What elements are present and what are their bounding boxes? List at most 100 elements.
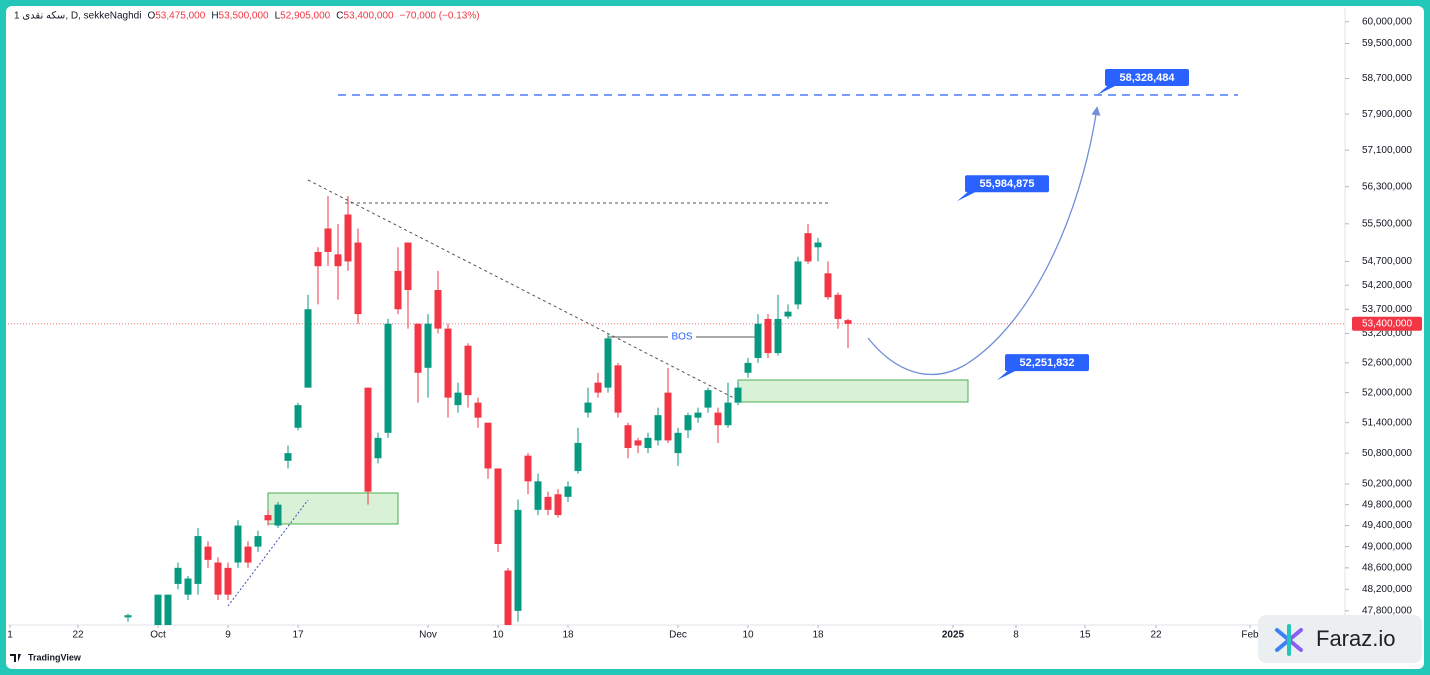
y-tick-label: 58,700,000	[1362, 73, 1412, 84]
watermark-icon	[1275, 624, 1303, 656]
last-price-box	[1352, 316, 1422, 331]
x-tick-label: 1	[7, 630, 13, 641]
candle-body	[174, 567, 182, 584]
y-tick-label: 49,400,000	[1362, 520, 1412, 531]
callout-box	[1005, 354, 1089, 372]
candle-body	[664, 392, 672, 441]
candle-body	[614, 365, 622, 413]
overlay: BOS سکه نقدی 1, D, sekkeNaghdi O 53,475,0…	[14, 11, 1189, 381]
candle-body	[844, 320, 852, 324]
y-tick-label: 49,800,000	[1362, 499, 1412, 510]
candle-body	[624, 425, 632, 449]
projection-arrow	[867, 106, 1101, 376]
y-tick-label: 57,100,000	[1362, 145, 1412, 156]
candle-body	[774, 318, 782, 354]
ohlc-value: 52,905,000	[280, 11, 330, 22]
ohlc-key: L	[275, 11, 281, 22]
tradingview-logo: TradingView	[10, 652, 82, 662]
candle-body	[124, 615, 132, 618]
candle-body	[784, 311, 792, 317]
candle-body	[674, 432, 682, 454]
demand-zone	[737, 379, 969, 403]
candle-body	[564, 486, 572, 497]
x-tick-label: 15	[1079, 630, 1091, 641]
candle-body	[254, 536, 262, 547]
y-tick-label: 52,600,000	[1362, 358, 1412, 369]
candle-body	[434, 290, 442, 329]
candle-body	[364, 387, 372, 492]
candle-body	[544, 496, 552, 510]
y-tick-label: 54,700,000	[1362, 256, 1412, 267]
last-price-label: 53,400,000	[1362, 318, 1412, 329]
y-tick-label: 60,000,000	[1362, 16, 1412, 27]
candle-body	[314, 251, 322, 267]
x-tick-label: 18	[812, 630, 824, 641]
y-tick-label: 55,500,000	[1362, 218, 1412, 229]
candle-body	[234, 525, 242, 563]
y-tick-label: 59,500,000	[1362, 38, 1412, 49]
y-tick-label: 54,200,000	[1362, 280, 1412, 291]
y-tick-label: 48,600,000	[1362, 562, 1412, 573]
candle-body	[534, 481, 542, 510]
candle-body	[734, 387, 742, 403]
candle-body	[594, 382, 602, 393]
candle-body	[294, 405, 302, 428]
candle-body	[414, 323, 422, 373]
callout-box	[1105, 69, 1189, 87]
candle-body	[794, 261, 802, 305]
candle-body	[154, 594, 162, 625]
candle-body	[384, 323, 392, 433]
candle-body	[324, 228, 332, 252]
x-tick-label: Nov	[419, 630, 437, 641]
x-tick-label: Feb	[1241, 630, 1259, 641]
candle-body	[304, 309, 312, 388]
candle-body	[754, 323, 762, 358]
candle-body	[634, 440, 642, 446]
candle-body	[374, 437, 382, 459]
x-tick-label: 9	[225, 630, 231, 641]
candle-body	[284, 453, 292, 461]
ohlc-value: 53,500,000	[219, 11, 269, 22]
callout-box	[965, 175, 1049, 193]
callout-label: 55,984,875	[979, 178, 1034, 190]
candles	[124, 195, 852, 625]
candle-body	[704, 390, 712, 408]
y-tick-label: 51,400,000	[1362, 417, 1412, 428]
candle-body	[814, 242, 822, 248]
y-tick-label: 48,200,000	[1362, 584, 1412, 595]
candle-body	[474, 402, 482, 418]
candle-body	[554, 494, 562, 516]
candle-body	[404, 242, 412, 291]
watermark-box	[1258, 615, 1422, 663]
candle-body	[494, 468, 502, 544]
candle-body	[264, 515, 272, 521]
candle-body	[584, 402, 592, 413]
candle-body	[744, 362, 752, 373]
y-tick-label: 50,200,000	[1362, 479, 1412, 490]
candle-body	[834, 294, 842, 319]
y-tick-label: 52,000,000	[1362, 387, 1412, 398]
candle-body	[724, 402, 732, 426]
x-tick-label: 10	[492, 630, 504, 641]
candle-body	[194, 536, 202, 584]
candle-body	[574, 442, 582, 472]
ohlc-key: O	[147, 11, 155, 22]
ohlc-value: 53,475,000	[155, 11, 205, 22]
footer: TradingView	[28, 652, 82, 662]
x-tick-label: 2025	[942, 630, 965, 641]
candle-body	[274, 504, 282, 526]
candle-body	[804, 233, 812, 262]
candle-body	[464, 345, 472, 396]
candle-body	[354, 242, 362, 315]
candle-body	[514, 509, 522, 611]
candle-body	[444, 328, 452, 398]
watermark-text: Faraz.io	[1316, 626, 1395, 651]
candle-body	[764, 318, 772, 354]
candle-body	[504, 570, 512, 625]
x-tick-label: Dec	[669, 630, 687, 641]
candle-body	[394, 270, 402, 310]
candle-body	[224, 567, 232, 595]
candle-body	[244, 546, 252, 563]
